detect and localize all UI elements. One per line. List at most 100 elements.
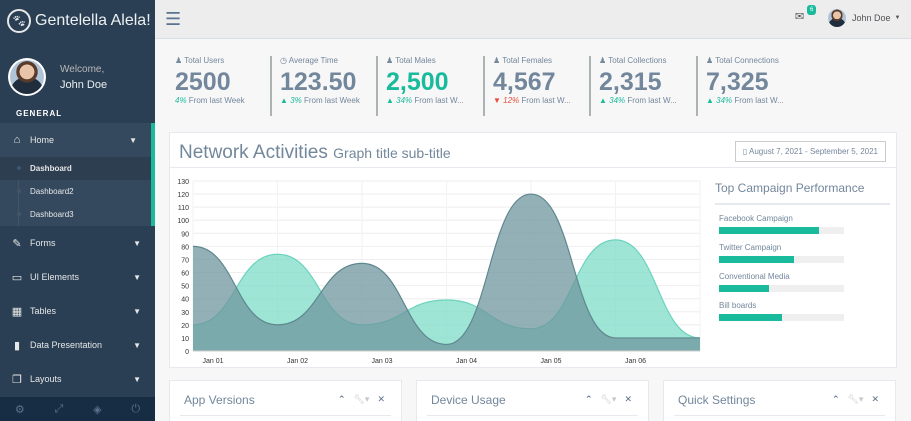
sidebar-item-tables[interactable]: ▦ Tables ▼ xyxy=(0,294,155,328)
close-icon[interactable]: ✕ xyxy=(871,394,879,404)
tile-title: ♟ Total Collections xyxy=(599,56,667,65)
collapse-icon[interactable]: ⌃ xyxy=(337,394,346,404)
stat-tiles: ♟ Total Users 2500 4% From last Week ◷ Ave… xyxy=(155,50,911,120)
tile-title: ♟ Total Females xyxy=(493,56,553,65)
x-tick-label: Jan 04 xyxy=(456,358,477,365)
logout-icon[interactable]: ⏻ xyxy=(131,402,141,415)
wrench-icon[interactable]: 🔧︎▾ xyxy=(847,394,864,404)
sidebar: 🐾︎ Gentelella Alela! Welcome, John Doe G… xyxy=(0,0,155,421)
home-icon: ⌂ xyxy=(13,134,21,146)
panel-title: App Versions xyxy=(184,393,255,407)
tile-title: ◷ Average Time xyxy=(280,56,338,65)
chevron-down-icon: ▼ xyxy=(133,306,141,316)
campaign-progress xyxy=(719,285,844,292)
notification-badge: 6 xyxy=(807,5,817,15)
user-icon: ♟ xyxy=(386,56,394,65)
network-chart: 0 10 20 30 40 50 60 70 80 90 100 110 120 130 Jan 01 Jan… xyxy=(177,179,701,365)
close-icon[interactable]: ✕ xyxy=(377,394,385,404)
panel-title: Quick Settings xyxy=(678,393,756,407)
panel-title: Device Usage xyxy=(431,393,506,407)
envelope-icon[interactable]: ✉ xyxy=(795,11,805,23)
x-tick-label: Jan 02 xyxy=(287,358,308,365)
table-icon: ▦ xyxy=(11,305,23,318)
sidebar-item-home[interactable]: ⌂ Home ▼ xyxy=(0,123,155,157)
y-tick-label: 60 xyxy=(181,271,189,278)
sidebar-item-label: Data Presentation xyxy=(30,340,103,350)
date-range-picker[interactable]: ▯ August 7, 2021 - September 5, 2021 xyxy=(734,141,886,162)
tile-sub: ▲ 34% From last W... xyxy=(386,96,464,105)
tile-count: 2,315 xyxy=(599,68,662,96)
submenu-item-dashboard3[interactable]: Dashboard3 xyxy=(0,203,151,226)
chevron-down-icon: ▼ xyxy=(133,238,141,248)
stat-tile: ♟ Total Females 4,567 ▼ 12% From last W... xyxy=(483,56,590,116)
y-tick-label: 110 xyxy=(178,205,189,212)
submenu-item-dashboard2[interactable]: Dashboard2 xyxy=(0,180,151,203)
tile-sub: ▲ 34% From last W... xyxy=(706,96,784,105)
edit-icon: ✎ xyxy=(12,237,22,250)
trend-arrow-icon: ▲ xyxy=(706,96,714,105)
sidebar-item-label: Forms xyxy=(30,238,56,248)
wrench-icon[interactable]: 🔧︎▾ xyxy=(353,394,370,404)
submenu-item-dashboard[interactable]: Dashboard xyxy=(0,157,151,180)
campaign-item: Facebook Campaign xyxy=(715,214,890,234)
tile-sub: ▲ 3% From last Week xyxy=(280,96,360,105)
paw-icon: 🐾︎ xyxy=(7,8,31,33)
section-title: GENERAL xyxy=(16,109,63,118)
series-area xyxy=(193,194,700,351)
user-icon: ♟ xyxy=(599,56,607,65)
quick-settings-panel: Quick Settings ⌃ 🔧︎▾ ✕ xyxy=(663,380,896,421)
tile-count: 123.50 xyxy=(280,68,357,96)
y-tick-label: 50 xyxy=(181,284,189,291)
bar-chart-icon: ▮ xyxy=(13,339,21,352)
x-tick-label: Jan 05 xyxy=(540,358,561,365)
campaign-label: Facebook Campaign xyxy=(719,214,793,223)
profile: Welcome, John Doe xyxy=(0,41,155,103)
tile-sub: 4% From last Week xyxy=(175,96,245,105)
user-dropdown[interactable]: John Doe ▼ xyxy=(828,9,900,27)
sidebar-item-label: UI Elements xyxy=(30,272,80,282)
collapse-icon[interactable]: ⌃ xyxy=(831,394,840,404)
settings-icon[interactable]: ⚙ xyxy=(14,403,25,416)
brand[interactable]: 🐾︎ Gentelella Alela! xyxy=(0,0,155,41)
campaign-item: Twitter Campaign xyxy=(715,243,890,263)
wrench-icon[interactable]: 🔧︎▾ xyxy=(600,394,617,404)
y-tick-label: 20 xyxy=(181,323,189,330)
chevron-down-icon: ▼ xyxy=(133,272,141,282)
app-versions-panel: App Versions ⌃ 🔧︎▾ ✕ xyxy=(169,380,402,421)
tile-count: 4,567 xyxy=(493,68,556,96)
sidebar-item-layouts[interactable]: ❐ Layouts ▼ xyxy=(0,362,155,396)
close-icon[interactable]: ✕ xyxy=(624,394,632,404)
chevron-down-icon: ▼ xyxy=(133,340,141,350)
sidebar-item-forms[interactable]: ✎ Forms ▼ xyxy=(0,226,155,260)
trend-arrow-icon: ▲ xyxy=(386,96,394,105)
series-line xyxy=(192,239,701,339)
sidebar-item-data-presentation[interactable]: ▮ Data Presentation ▼ xyxy=(0,328,155,362)
y-tick-label: 100 xyxy=(177,218,189,225)
campaign-item: Bill boards xyxy=(715,301,890,321)
chart-title: Network Activities xyxy=(179,142,328,163)
profile-name: John Doe xyxy=(60,78,108,91)
stat-tile: ♟ Total Collections 2,315 ▲ 34% From last … xyxy=(589,56,696,116)
clone-icon: ❐ xyxy=(12,373,22,386)
avatar xyxy=(8,58,46,96)
campaign-progress xyxy=(719,314,844,321)
campaign-title: Top Campaign Performance xyxy=(715,181,890,205)
menu-toggle-icon[interactable]: ☰ xyxy=(165,9,182,29)
stat-tile: ♟ Total Connections 7,325 ▲ 34% From last … xyxy=(696,56,803,116)
tile-sub: ▲ 34% From last W... xyxy=(599,96,677,105)
caret-down-icon: ▼ xyxy=(894,15,901,21)
y-tick-label: 120 xyxy=(177,192,189,199)
trend-arrow-icon: ▼ xyxy=(493,96,501,105)
sidebar-item-ui-elements[interactable]: ▭ UI Elements ▼ xyxy=(0,260,155,294)
x-tick-label: Jan 01 xyxy=(202,358,223,365)
tile-count: 2,500 xyxy=(386,68,449,96)
campaign-progress xyxy=(719,227,844,234)
user-icon: ◷ xyxy=(280,56,287,65)
y-tick-label: 90 xyxy=(181,231,189,238)
lock-icon[interactable]: ◈ xyxy=(93,403,102,416)
tile-sub: ▼ 12% From last W... xyxy=(493,96,571,105)
y-tick-label: 130 xyxy=(177,179,189,186)
collapse-icon[interactable]: ⌃ xyxy=(584,394,593,404)
fullscreen-icon[interactable]: ⤢ xyxy=(54,402,64,415)
top-nav: ☰ ✉ 6 John Doe ▼ xyxy=(155,0,911,39)
